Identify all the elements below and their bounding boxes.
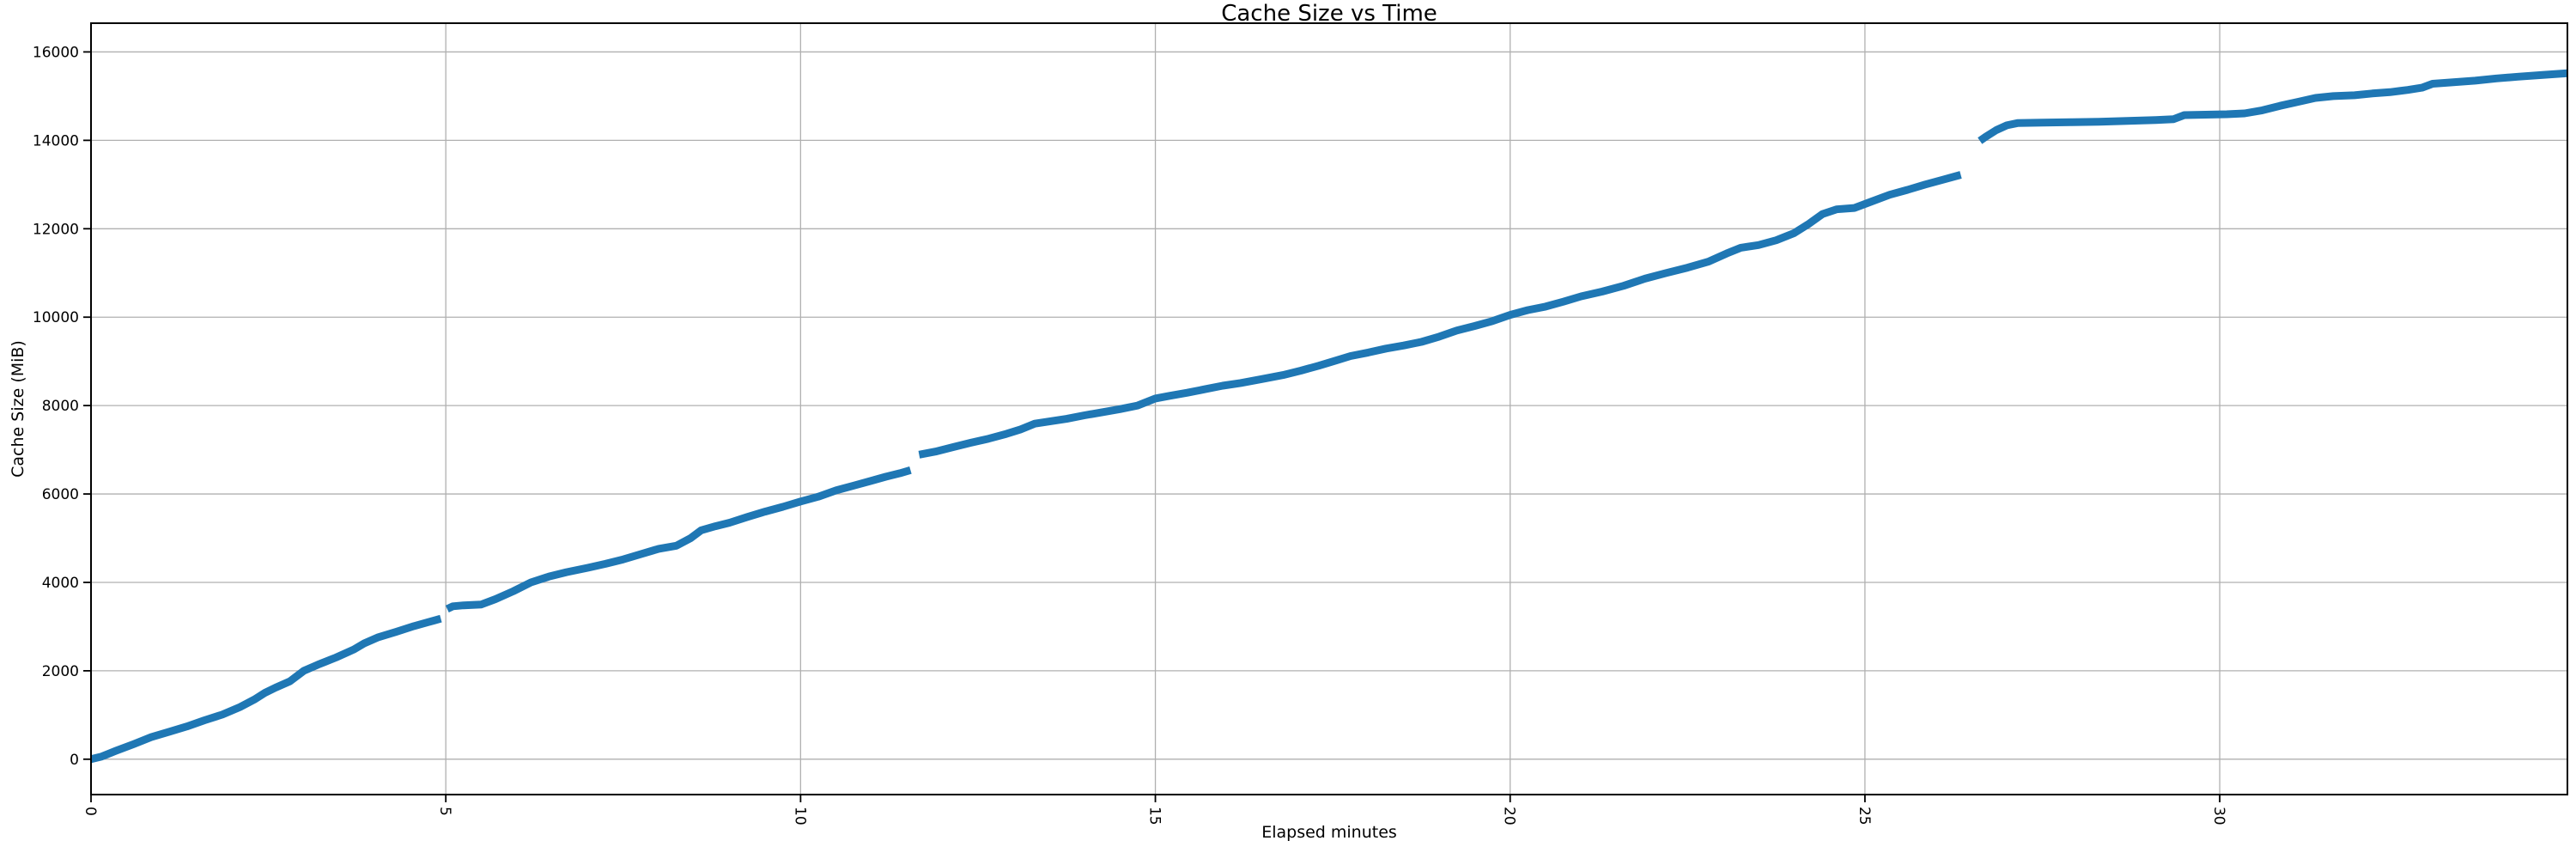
y-tick-label-4000: 4000 bbox=[42, 575, 79, 592]
x-tick-label-15: 15 bbox=[1146, 807, 1163, 825]
y-tick-label-6000: 6000 bbox=[42, 486, 79, 503]
y-tick-label-0: 0 bbox=[70, 752, 79, 769]
y-tick-label-12000: 12000 bbox=[33, 221, 79, 238]
cache-size-line-segment-4 bbox=[1978, 69, 2568, 144]
y-tick-label-10000: 10000 bbox=[33, 309, 79, 326]
cache-size-line-segment-3 bbox=[918, 171, 1962, 459]
x-tick-label-0: 0 bbox=[82, 807, 99, 816]
y-tick-label-2000: 2000 bbox=[42, 663, 79, 680]
x-tick-label-25: 25 bbox=[1856, 807, 1873, 825]
axes-spines bbox=[90, 22, 2568, 795]
y-tick-label-14000: 14000 bbox=[33, 132, 79, 149]
cache-size-line-segment-2 bbox=[445, 466, 912, 612]
x-tick-label-30: 30 bbox=[2210, 807, 2227, 825]
x-tick-label-10: 10 bbox=[791, 807, 808, 825]
y-tick-label-16000: 16000 bbox=[33, 44, 79, 61]
chart-title: Cache Size vs Time bbox=[1221, 1, 1437, 27]
x-axis-label: Elapsed minutes bbox=[1261, 823, 1397, 842]
y-tick-label-8000: 8000 bbox=[42, 398, 79, 415]
x-tick-label-5: 5 bbox=[436, 807, 453, 816]
x-tick-label-20: 20 bbox=[1501, 807, 1518, 825]
cache-size-line-segment-1 bbox=[89, 614, 442, 764]
